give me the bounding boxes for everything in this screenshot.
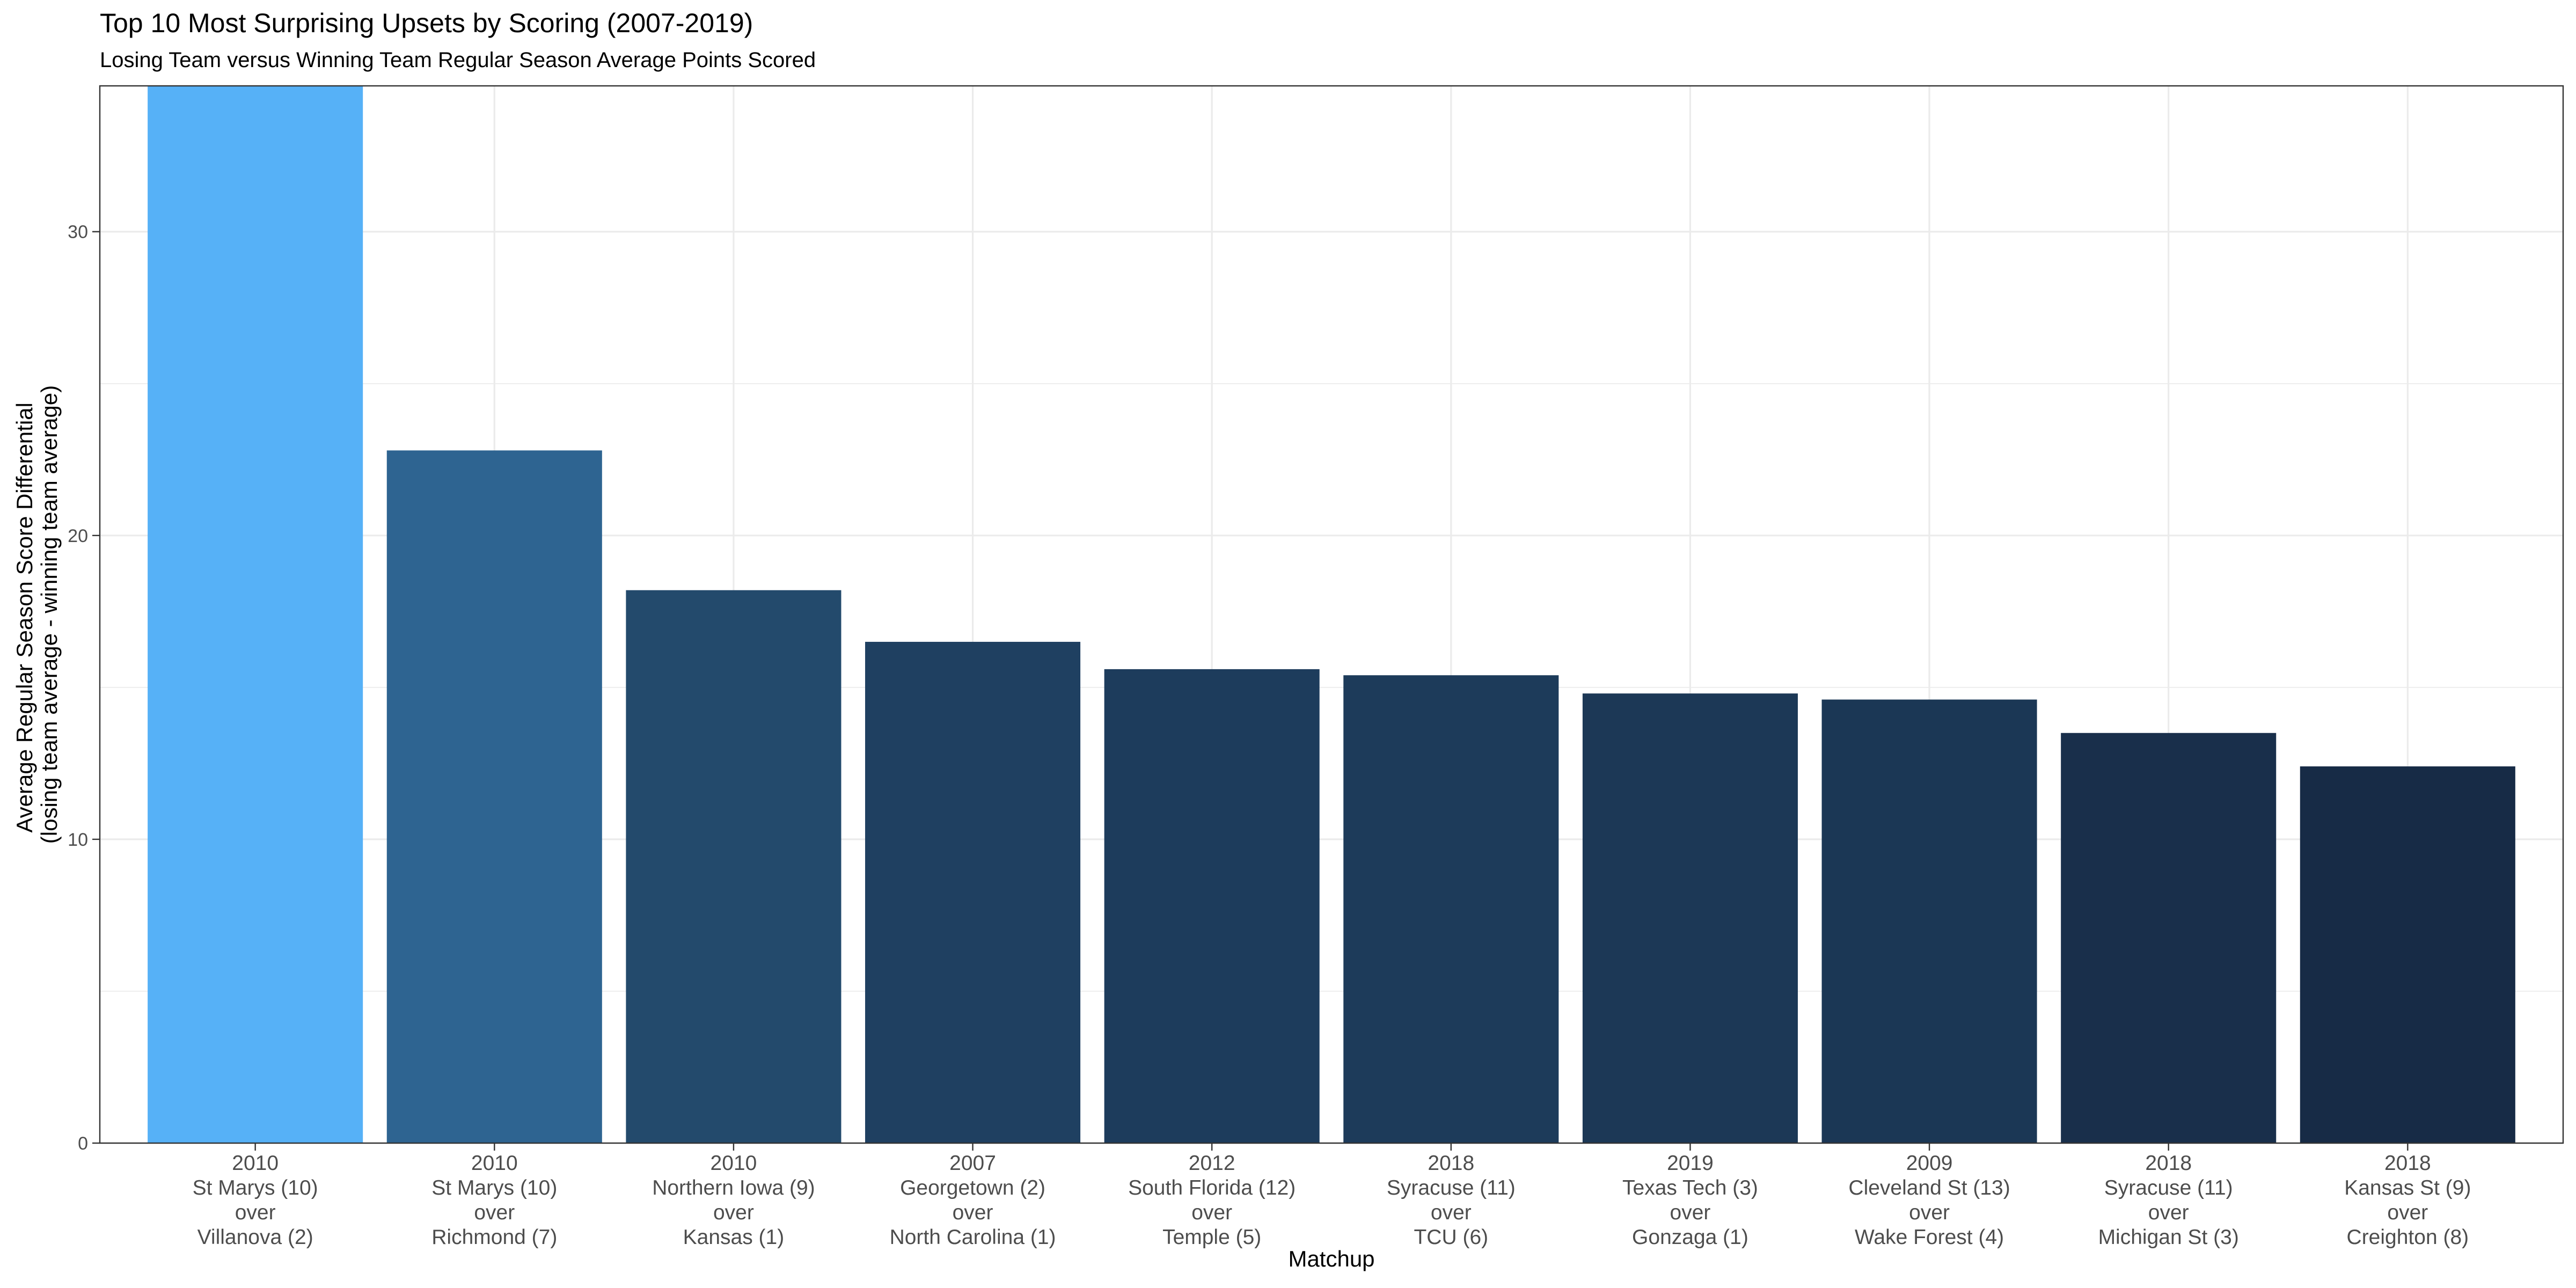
bar [1104, 669, 1320, 1143]
x-tick-label-line: over [1431, 1201, 1472, 1224]
x-tick-label-line: 2018 [2384, 1152, 2431, 1175]
x-tick-label-line: 2007 [949, 1152, 996, 1175]
bar [626, 590, 841, 1143]
x-tick-label: 2010 Northern Iowa (9) over Kansas (1) [652, 1152, 815, 1249]
x-tick-label-line: 2018 [1428, 1152, 1474, 1175]
bar [1343, 675, 1559, 1143]
bar [2300, 766, 2515, 1143]
x-tick-label: 2010 St Marys (10) over Villanova (2) [193, 1152, 318, 1249]
x-axis-title: Matchup [1288, 1246, 1374, 1271]
x-tick-label-line: Temple (5) [1162, 1226, 1261, 1249]
x-tick-label-line: Kansas (1) [683, 1226, 785, 1249]
y-tick-label: 10 [68, 830, 88, 850]
y-tick-label: 30 [68, 222, 88, 243]
y-axis-title-line-1: Average Regular Season Score Differentia… [12, 402, 37, 833]
x-tick-label-line: Cleveland St (13) [1848, 1176, 2010, 1199]
x-tick-label-line: over [713, 1201, 754, 1224]
bar [2061, 733, 2277, 1143]
x-tick-label-line: over [2387, 1201, 2428, 1224]
y-tick-label: 0 [78, 1133, 88, 1154]
bar [386, 450, 602, 1143]
x-tick-label-line: Texas Tech (3) [1622, 1176, 1758, 1199]
x-tick-label-line: Richmond (7) [431, 1226, 557, 1249]
x-tick-label-line: over [474, 1201, 515, 1224]
x-tick-label: 2007 Georgetown (2) over North Carolina (1) [890, 1152, 1056, 1249]
x-tick-label-line: 2009 [1906, 1152, 1953, 1175]
y-axis-title: Average Regular Season Score Differentia… [12, 385, 62, 844]
x-tick-label-line: Gonzaga (1) [1632, 1226, 1748, 1249]
x-tick-label-line: 2010 [471, 1152, 518, 1175]
x-tick-label-line: 2012 [1189, 1152, 1235, 1175]
x-tick-label-line: Kansas St (9) [2344, 1176, 2471, 1199]
x-tick-label-line: over [235, 1201, 276, 1224]
x-tick-label-line: 2019 [1667, 1152, 1714, 1175]
x-tick-label-line: North Carolina (1) [890, 1226, 1056, 1249]
x-tick-label: 2018 Kansas St (9) over Creighton (8) [2344, 1152, 2471, 1249]
x-tick-label: 2009 Cleveland St (13) over Wake Forest (4) [1848, 1152, 2010, 1249]
x-tick-label-line: Michigan St (3) [2098, 1226, 2239, 1249]
x-tick-label: 2018 Syracuse (11) over TCU (6) [1387, 1152, 1516, 1249]
bar [1821, 699, 2037, 1143]
x-tick-label-line: over [1909, 1201, 1950, 1224]
x-tick-label-line: Georgetown (2) [900, 1176, 1045, 1199]
chart-title: Top 10 Most Surprising Upsets by Scoring… [100, 8, 753, 38]
bar [1582, 693, 1798, 1143]
x-tick-label-line: over [1191, 1201, 1232, 1224]
x-tick-label-line: Syracuse (11) [2104, 1176, 2233, 1199]
x-tick-label-line: 2018 [2145, 1152, 2192, 1175]
x-tick-label: 2010 St Marys (10) over Richmond (7) [431, 1152, 557, 1249]
bars [148, 86, 2515, 1143]
x-tick-label-line: St Marys (10) [193, 1176, 318, 1199]
plot-panel-border [99, 85, 2564, 1144]
y-axis-title-line-2: (losing team average - winning team aver… [36, 385, 62, 844]
x-tick-label-line: over [1670, 1201, 1711, 1224]
x-tick-label-line: South Florida (12) [1128, 1176, 1296, 1199]
x-tick-label-line: St Marys (10) [431, 1176, 557, 1199]
x-tick-label-line: over [953, 1201, 993, 1224]
bar [148, 86, 363, 1143]
x-tick-label: 2019 Texas Tech (3) over Gonzaga (1) [1622, 1152, 1758, 1249]
x-tick-label-line: TCU (6) [1414, 1226, 1488, 1249]
x-tick-label: 2012 South Florida (12) over Temple (5) [1128, 1152, 1296, 1249]
chart-subtitle: Losing Team versus Winning Team Regular … [100, 48, 816, 72]
x-tick-label: 2018 Syracuse (11) over Michigan St (3) [2098, 1152, 2239, 1249]
bar [865, 641, 1081, 1143]
x-tick-label-line: 2010 [711, 1152, 757, 1175]
x-tick-label-line: over [2148, 1201, 2189, 1224]
x-tick-label-line: 2010 [232, 1152, 279, 1175]
x-tick-label-line: Creighton (8) [2347, 1226, 2469, 1249]
x-tick-label-line: Wake Forest (4) [1855, 1226, 2004, 1249]
x-tick-label-line: Syracuse (11) [1387, 1176, 1516, 1199]
x-tick-label-line: Northern Iowa (9) [652, 1176, 815, 1199]
y-tick-label: 20 [68, 526, 88, 546]
x-tick-label-line: Villanova (2) [197, 1226, 313, 1249]
